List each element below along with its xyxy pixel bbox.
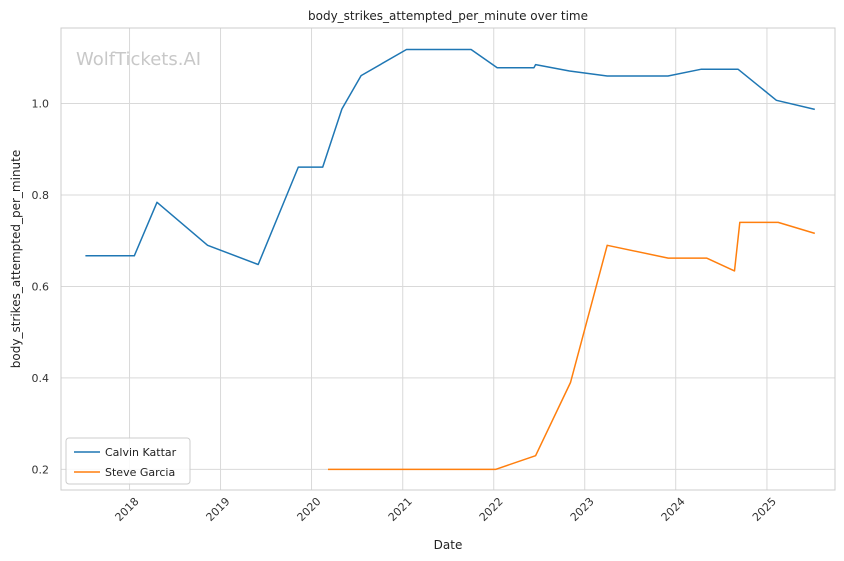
x-axis-label: Date xyxy=(434,538,463,552)
chart-title: body_strikes_attempted_per_minute over t… xyxy=(308,9,588,23)
y-tick-label: 0.6 xyxy=(32,280,50,293)
legend-label-steve-garcia: Steve Garcia xyxy=(105,466,175,479)
series-lines xyxy=(85,48,816,471)
series-line-steve-garcia xyxy=(328,221,816,471)
watermark-text: WolfTickets.AI xyxy=(76,49,201,70)
plot-area-frame xyxy=(60,27,836,491)
y-tick-label: 0.8 xyxy=(32,189,50,202)
y-tick-label: 1.0 xyxy=(32,97,50,110)
y-tick-labels: 0.2 0.4 0.6 0.8 1.0 xyxy=(32,97,50,476)
y-tick-label: 0.4 xyxy=(32,372,50,385)
y-tick-label: 0.2 xyxy=(32,463,50,476)
y-axis-label: body_strikes_attempted_per_minute xyxy=(9,150,23,368)
legend-label-calvin-kattar: Calvin Kattar xyxy=(105,446,177,459)
legend: Calvin Kattar Steve Garcia xyxy=(65,437,191,485)
series-line-calvin-kattar xyxy=(85,48,815,266)
